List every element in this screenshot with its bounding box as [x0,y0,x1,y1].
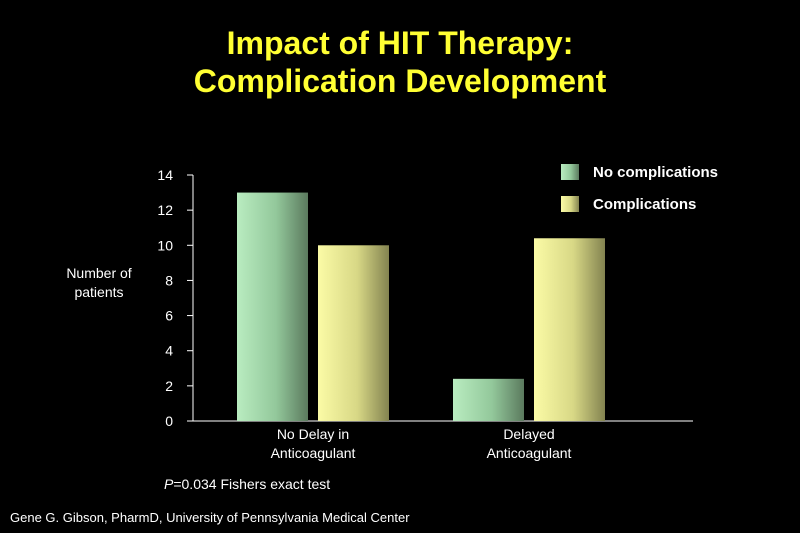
y-tick-label: 4 [165,343,173,359]
x-category-label-line: Anticoagulant [487,445,572,461]
p-value-variable: P [164,476,174,492]
bar-no-complications [237,192,308,421]
x-category-label-line: Delayed [503,426,554,442]
legend-label: No complications [593,164,718,181]
y-tick-label: 12 [157,202,173,218]
y-tick-label: 2 [165,378,173,394]
legend-swatch [561,164,579,180]
x-category-label: Delayed Anticoagulant [487,426,572,461]
bar-no-complications [453,378,524,421]
y-tick-label: 0 [165,413,173,429]
x-category-label: No Delay in Anticoagulant [271,426,356,461]
y-tick-label: 8 [165,272,173,288]
y-axis-label-line: patients [74,284,123,300]
chart-title-line-1: Impact of HIT Therapy: [226,25,574,61]
legend-swatch [561,196,579,212]
y-tick-label: 6 [165,308,173,324]
p-value-text: =0.034 Fishers exact test [173,476,331,492]
author-credit: Gene G. Gibson, PharmD, University of Pe… [10,510,410,525]
chart-title-line-2: Complication Development [193,63,607,99]
y-axis-label-line: Number of [66,265,131,281]
bar-complications [318,245,389,421]
y-axis-label: Number of patients [66,265,131,300]
y-tick-label: 14 [157,167,173,183]
p-value-note: P=0.034 Fishers exact test [164,476,330,492]
x-category-label-line: Anticoagulant [271,445,356,461]
chart-title: Impact of HIT Therapy: Complication Deve… [0,24,800,100]
y-tick-label: 10 [157,237,173,253]
legend: No complications Complications [561,164,718,213]
legend-label: Complications [593,196,696,213]
bar-complications [534,238,605,421]
bars [237,192,605,421]
x-category-label-line: No Delay in [277,426,349,442]
axis-labels: 0 2 4 6 8 10 12 14 Number of patients No Delay in A… [66,167,571,461]
